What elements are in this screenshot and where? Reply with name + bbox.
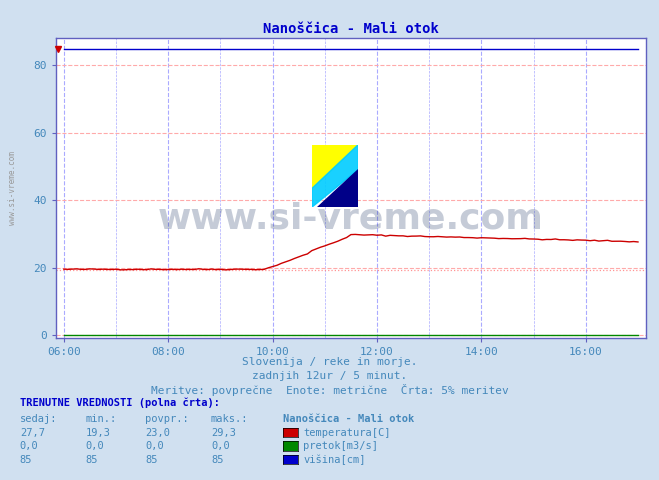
Text: min.:: min.: [86, 414, 117, 424]
Text: www.si-vreme.com: www.si-vreme.com [158, 202, 544, 235]
Polygon shape [312, 144, 358, 207]
Text: Nanoščica - Mali otok: Nanoščica - Mali otok [283, 414, 415, 424]
Text: 0,0: 0,0 [86, 441, 104, 451]
Text: sedaj:: sedaj: [20, 414, 57, 424]
Text: zadnjih 12ur / 5 minut.: zadnjih 12ur / 5 minut. [252, 371, 407, 381]
Title: Nanoščica - Mali otok: Nanoščica - Mali otok [263, 22, 439, 36]
Text: 27,7: 27,7 [20, 428, 45, 438]
Polygon shape [312, 144, 358, 188]
Text: 29,3: 29,3 [211, 428, 236, 438]
Text: 85: 85 [20, 455, 32, 465]
Text: 19,3: 19,3 [86, 428, 111, 438]
Text: Slovenija / reke in morje.: Slovenija / reke in morje. [242, 357, 417, 367]
Text: pretok[m3/s]: pretok[m3/s] [303, 441, 378, 451]
Text: 23,0: 23,0 [145, 428, 170, 438]
Polygon shape [317, 169, 358, 207]
Text: 0,0: 0,0 [145, 441, 163, 451]
Text: 0,0: 0,0 [20, 441, 38, 451]
Text: Meritve: povprečne  Enote: metrične  Črta: 5% meritev: Meritve: povprečne Enote: metrične Črta:… [151, 384, 508, 396]
Text: 85: 85 [211, 455, 223, 465]
Text: višina[cm]: višina[cm] [303, 454, 366, 465]
Text: maks.:: maks.: [211, 414, 248, 424]
Text: temperatura[C]: temperatura[C] [303, 428, 391, 438]
Text: 85: 85 [86, 455, 98, 465]
Text: TRENUTNE VREDNOSTI (polna črta):: TRENUTNE VREDNOSTI (polna črta): [20, 397, 219, 408]
Text: www.si-vreme.com: www.si-vreme.com [8, 151, 17, 226]
Text: 85: 85 [145, 455, 158, 465]
Text: povpr.:: povpr.: [145, 414, 188, 424]
Text: 0,0: 0,0 [211, 441, 229, 451]
